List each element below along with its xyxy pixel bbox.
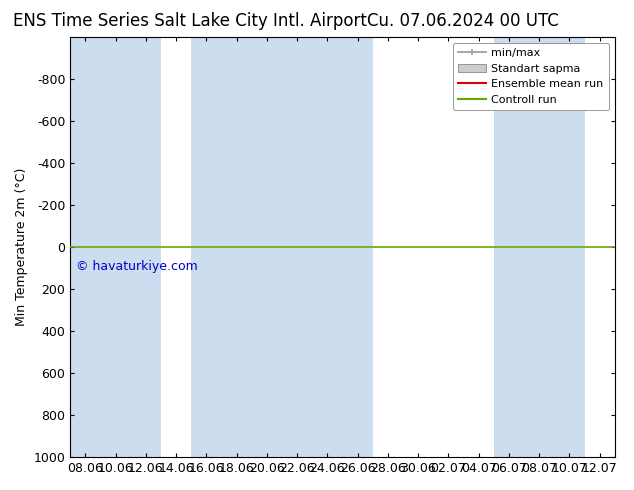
- Bar: [191, 37, 282, 457]
- Bar: [70, 37, 161, 457]
- Text: © havaturkiye.com: © havaturkiye.com: [75, 260, 197, 273]
- Text: ENS Time Series Salt Lake City Intl. Airport: ENS Time Series Salt Lake City Intl. Air…: [13, 12, 367, 30]
- Text: Cu. 07.06.2024 00 UTC: Cu. 07.06.2024 00 UTC: [367, 12, 559, 30]
- Bar: [282, 37, 373, 457]
- Legend: min/max, Standart sapma, Ensemble mean run, Controll run: min/max, Standart sapma, Ensemble mean r…: [453, 43, 609, 110]
- Y-axis label: Min Temperature 2m (°C): Min Temperature 2m (°C): [15, 168, 28, 326]
- Bar: [494, 37, 585, 457]
